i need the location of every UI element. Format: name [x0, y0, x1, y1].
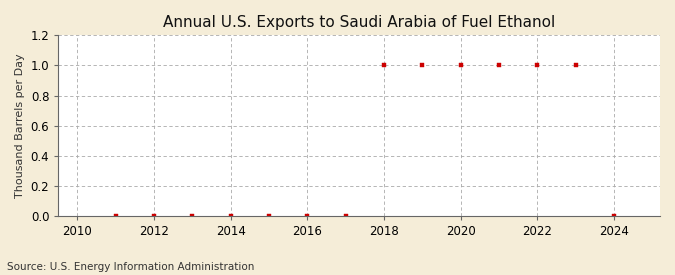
- Text: Source: U.S. Energy Information Administration: Source: U.S. Energy Information Administ…: [7, 262, 254, 272]
- Y-axis label: Thousand Barrels per Day: Thousand Barrels per Day: [15, 53, 25, 198]
- Title: Annual U.S. Exports to Saudi Arabia of Fuel Ethanol: Annual U.S. Exports to Saudi Arabia of F…: [163, 15, 556, 30]
